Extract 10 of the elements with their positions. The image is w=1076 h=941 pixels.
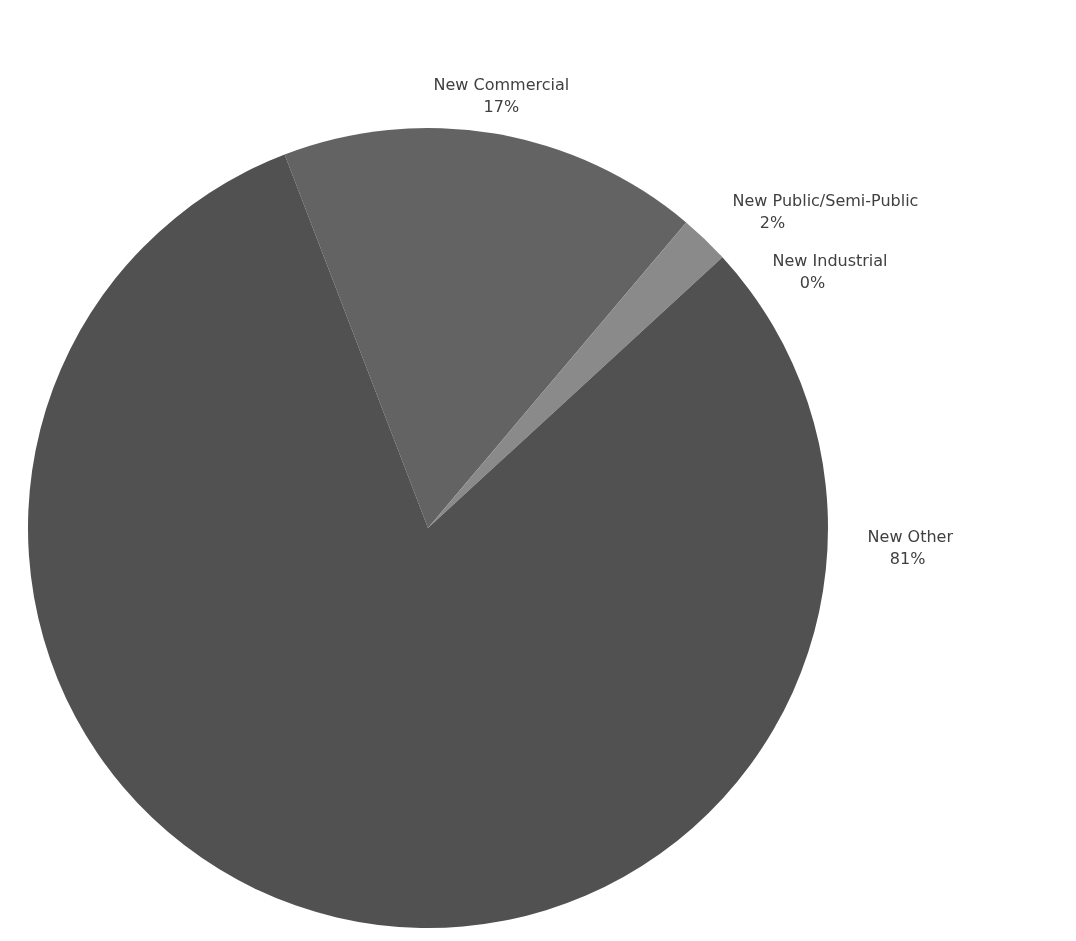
slice-label: New Public/Semi-Public	[732, 191, 919, 211]
pie-slice	[428, 222, 723, 528]
text: 0%	[799, 273, 826, 293]
data-label: 17%	[483, 97, 520, 117]
slice-label: New Commercial	[433, 75, 570, 95]
slice-label: New Other	[867, 527, 954, 547]
data-label: 81%	[889, 549, 926, 569]
data-label: 2%	[759, 213, 786, 233]
category-label: New Industrial	[772, 251, 888, 271]
pie-slice	[284, 128, 687, 528]
